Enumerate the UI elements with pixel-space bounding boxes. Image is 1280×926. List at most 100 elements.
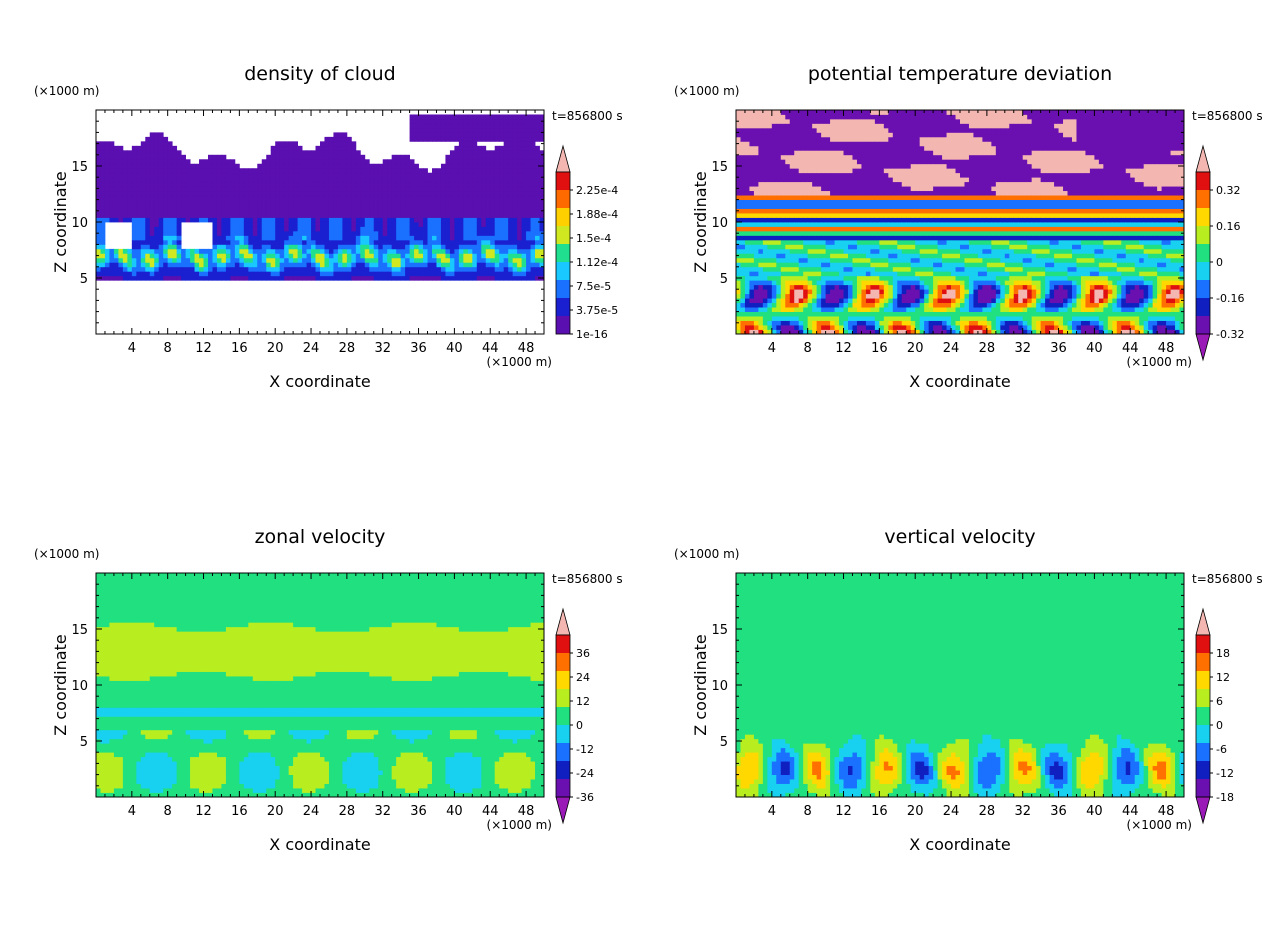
heatmap-cell	[234, 190, 240, 196]
heatmap-cell	[145, 195, 151, 200]
heatmap-cell	[355, 262, 361, 268]
heatmap-cell	[172, 159, 178, 165]
heatmap-cell	[874, 204, 880, 209]
heatmap-cell	[803, 244, 809, 250]
heatmap-cell	[293, 235, 298, 241]
heatmap-cell	[320, 172, 325, 178]
heatmap-cell	[744, 222, 750, 227]
colorbar-swatch	[556, 280, 570, 299]
heatmap-cell	[387, 172, 393, 178]
heatmap-cell	[535, 159, 540, 165]
heatmap-cell	[140, 186, 146, 192]
heatmap-cell	[104, 262, 110, 268]
heatmap-cell	[252, 208, 258, 214]
heatmap-cell	[472, 168, 478, 174]
heatmap-cell	[149, 204, 155, 209]
y-tick-label: 15	[71, 160, 88, 175]
heatmap-cell	[861, 284, 867, 290]
heatmap-cell	[798, 280, 804, 286]
heatmap-cell	[740, 132, 746, 138]
heatmap-cell	[140, 217, 146, 223]
heatmap-cell	[512, 262, 518, 268]
heatmap-cell	[807, 195, 813, 200]
heatmap-cell	[830, 150, 835, 156]
heatmap-cell	[400, 172, 406, 178]
heatmap-cell	[109, 168, 115, 174]
heatmap-cell	[378, 195, 384, 200]
heatmap-cell	[136, 271, 142, 277]
heatmap-cell	[185, 262, 191, 268]
heatmap-cell	[104, 150, 110, 156]
heatmap-cell	[776, 213, 782, 218]
heatmap-cell	[856, 213, 862, 218]
heatmap-cell	[176, 275, 182, 281]
heatmap-cell	[485, 217, 491, 223]
heatmap-cell	[740, 271, 746, 277]
heatmap-cell	[803, 293, 809, 299]
heatmap-cell	[888, 181, 894, 187]
heatmap-cell	[481, 172, 487, 178]
heatmap-cell	[149, 195, 155, 200]
heatmap-cell	[414, 217, 419, 223]
heatmap-cell	[149, 230, 155, 236]
heatmap-cell	[794, 244, 800, 250]
heatmap-cell	[288, 253, 294, 259]
heatmap-cell	[874, 150, 880, 156]
heatmap-cell	[113, 213, 119, 218]
heatmap-cell	[293, 262, 298, 268]
heatmap-cell	[789, 199, 795, 205]
heatmap-cell	[521, 132, 527, 138]
heatmap-cell	[825, 190, 831, 196]
heatmap-cell	[758, 181, 764, 187]
heatmap-cell	[526, 172, 531, 178]
heatmap-cell	[521, 204, 527, 209]
heatmap-cell	[145, 141, 151, 147]
heatmap-cell	[445, 204, 451, 209]
heatmap-cell	[517, 208, 522, 214]
heatmap-cell	[535, 217, 540, 223]
heatmap-cell	[432, 208, 437, 214]
heatmap-cell	[821, 145, 826, 151]
heatmap-cell	[113, 168, 119, 174]
heatmap-cell	[248, 248, 254, 254]
heatmap-cell	[767, 329, 773, 335]
heatmap-cell	[830, 271, 835, 277]
heatmap-cell	[892, 316, 898, 321]
heatmap-cell	[288, 181, 294, 187]
heatmap-cell	[127, 168, 133, 174]
heatmap-cell	[109, 177, 115, 183]
heatmap-cell	[324, 222, 330, 227]
heatmap-cell	[508, 235, 514, 241]
heatmap-cell	[530, 199, 536, 205]
heatmap-cell	[856, 168, 862, 174]
heatmap-cell	[315, 186, 321, 192]
heatmap-cell	[396, 154, 402, 160]
heatmap-cell	[879, 298, 885, 304]
heatmap-cell	[834, 244, 840, 250]
heatmap-cell	[485, 177, 491, 183]
heatmap-cell	[798, 150, 804, 156]
heatmap-cell	[449, 230, 455, 236]
heatmap-cell	[499, 132, 505, 138]
heatmap-cell	[776, 114, 782, 120]
heatmap-cell	[239, 230, 245, 236]
heatmap-cell	[490, 199, 496, 205]
heatmap-cell	[351, 190, 357, 196]
heatmap-cell	[324, 186, 330, 192]
heatmap-cell	[199, 159, 204, 165]
heatmap-cell	[834, 316, 840, 321]
heatmap-cell	[297, 204, 303, 209]
heatmap-cell	[852, 239, 858, 245]
heatmap-cell	[279, 168, 285, 174]
heatmap-cell	[803, 271, 809, 277]
heatmap-cell	[798, 145, 804, 151]
heatmap-cell	[409, 114, 415, 120]
heatmap-cell	[302, 159, 307, 165]
heatmap-cell	[414, 186, 419, 192]
heatmap-cell	[467, 226, 473, 232]
heatmap-cell	[762, 298, 768, 304]
heatmap-cell	[856, 199, 862, 205]
heatmap-cell	[830, 230, 835, 236]
heatmap-cell	[785, 222, 791, 227]
heatmap-cell	[776, 163, 782, 169]
